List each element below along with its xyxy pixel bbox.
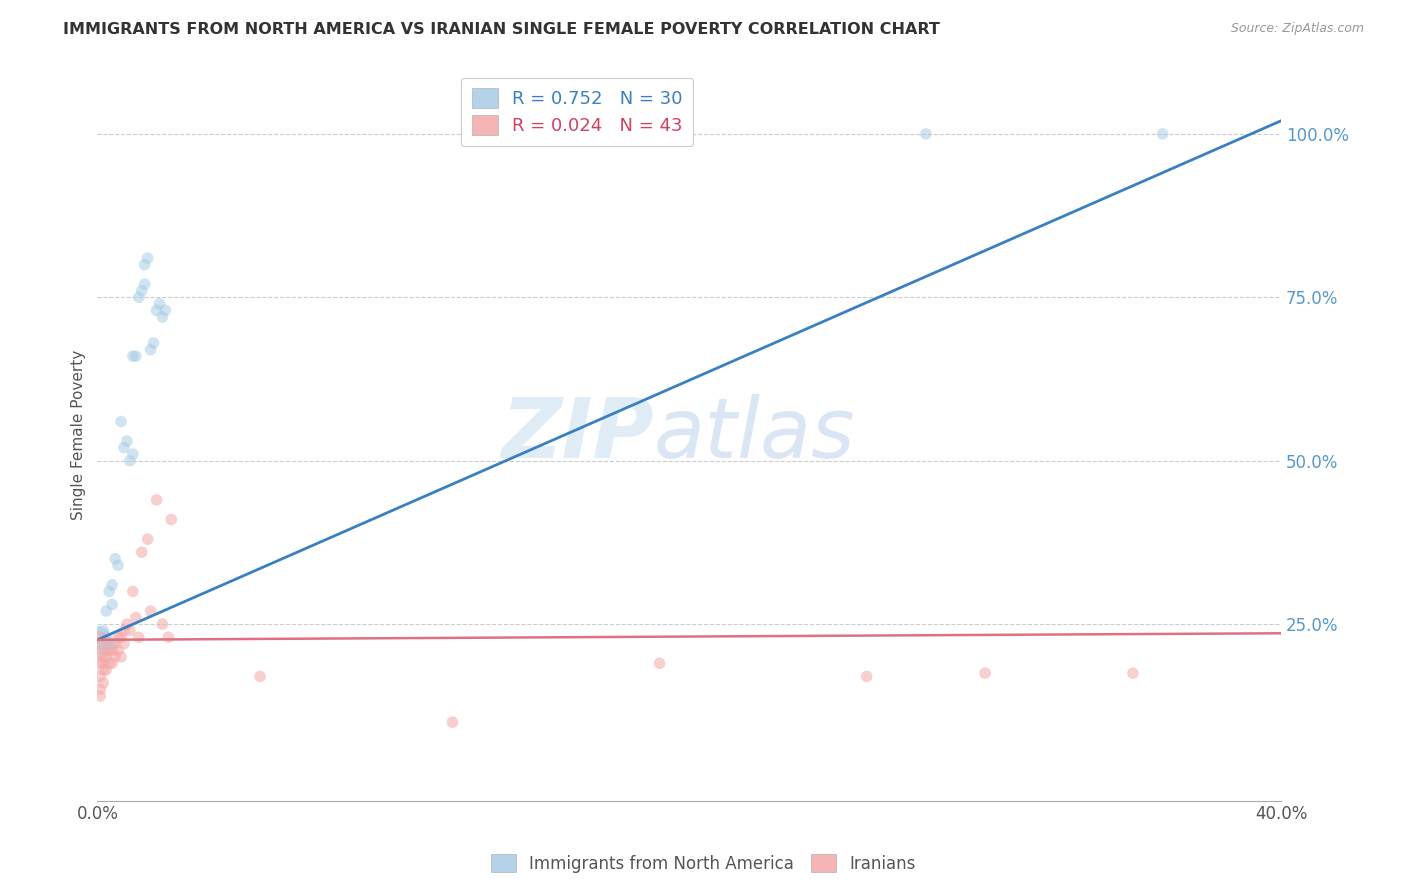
Point xyxy=(121,349,143,363)
Point xyxy=(96,663,118,677)
Point xyxy=(134,258,156,272)
Point xyxy=(131,284,153,298)
Point xyxy=(89,669,111,683)
Point xyxy=(855,669,877,683)
Point xyxy=(134,277,156,292)
Point xyxy=(145,492,167,507)
Point xyxy=(110,415,132,429)
Point xyxy=(112,637,135,651)
Point xyxy=(91,657,114,671)
Point xyxy=(101,637,124,651)
Point xyxy=(142,336,165,351)
Point xyxy=(89,657,111,671)
Point xyxy=(148,297,170,311)
Point xyxy=(145,303,167,318)
Point xyxy=(152,617,174,632)
Point xyxy=(118,453,141,467)
Point xyxy=(91,663,114,677)
Point xyxy=(98,643,121,657)
Point xyxy=(441,715,464,730)
Point xyxy=(131,545,153,559)
Point xyxy=(101,578,124,592)
Point xyxy=(104,637,127,651)
Point xyxy=(96,604,118,618)
Point xyxy=(139,604,162,618)
Point xyxy=(107,558,129,573)
Point xyxy=(89,689,111,703)
Point xyxy=(91,624,114,638)
Point xyxy=(1122,666,1144,681)
Point xyxy=(96,649,118,664)
Text: Source: ZipAtlas.com: Source: ZipAtlas.com xyxy=(1230,22,1364,36)
Point xyxy=(107,643,129,657)
Legend: R = 0.752   N = 30, R = 0.024   N = 43: R = 0.752 N = 30, R = 0.024 N = 43 xyxy=(461,78,693,146)
Point xyxy=(104,649,127,664)
Point xyxy=(128,630,150,644)
Point xyxy=(101,598,124,612)
Point xyxy=(139,343,162,357)
Point xyxy=(110,630,132,644)
Point xyxy=(118,624,141,638)
Point xyxy=(98,584,121,599)
Point xyxy=(136,532,159,546)
Point xyxy=(648,657,671,671)
Point xyxy=(107,630,129,644)
Text: ZIP: ZIP xyxy=(501,394,654,475)
Point xyxy=(96,643,118,657)
Point xyxy=(915,127,938,141)
Point xyxy=(121,447,143,461)
Point xyxy=(101,657,124,671)
Point xyxy=(91,649,114,664)
Point xyxy=(112,441,135,455)
Point xyxy=(136,251,159,265)
Point xyxy=(1152,127,1174,141)
Point xyxy=(974,666,997,681)
Text: IMMIGRANTS FROM NORTH AMERICA VS IRANIAN SINGLE FEMALE POVERTY CORRELATION CHART: IMMIGRANTS FROM NORTH AMERICA VS IRANIAN… xyxy=(63,22,941,37)
Point xyxy=(110,649,132,664)
Point xyxy=(160,512,183,526)
Text: atlas: atlas xyxy=(654,394,855,475)
Point xyxy=(115,617,138,632)
Point xyxy=(104,551,127,566)
Point xyxy=(121,584,143,599)
Point xyxy=(115,434,138,449)
Point xyxy=(152,310,174,324)
Point xyxy=(89,637,111,651)
Point xyxy=(86,632,108,647)
Legend: Immigrants from North America, Iranians: Immigrants from North America, Iranians xyxy=(484,847,922,880)
Point xyxy=(86,638,108,652)
Point xyxy=(128,290,150,304)
Point xyxy=(101,643,124,657)
Point xyxy=(89,682,111,697)
Point xyxy=(125,349,148,363)
Point xyxy=(112,624,135,638)
Point xyxy=(125,610,148,624)
Point xyxy=(157,630,180,644)
Point xyxy=(98,637,121,651)
Point xyxy=(249,669,271,683)
Point xyxy=(98,657,121,671)
Point xyxy=(91,676,114,690)
Point xyxy=(155,303,177,318)
Point xyxy=(96,630,118,644)
Y-axis label: Single Female Poverty: Single Female Poverty xyxy=(72,350,86,520)
Point xyxy=(98,637,121,651)
